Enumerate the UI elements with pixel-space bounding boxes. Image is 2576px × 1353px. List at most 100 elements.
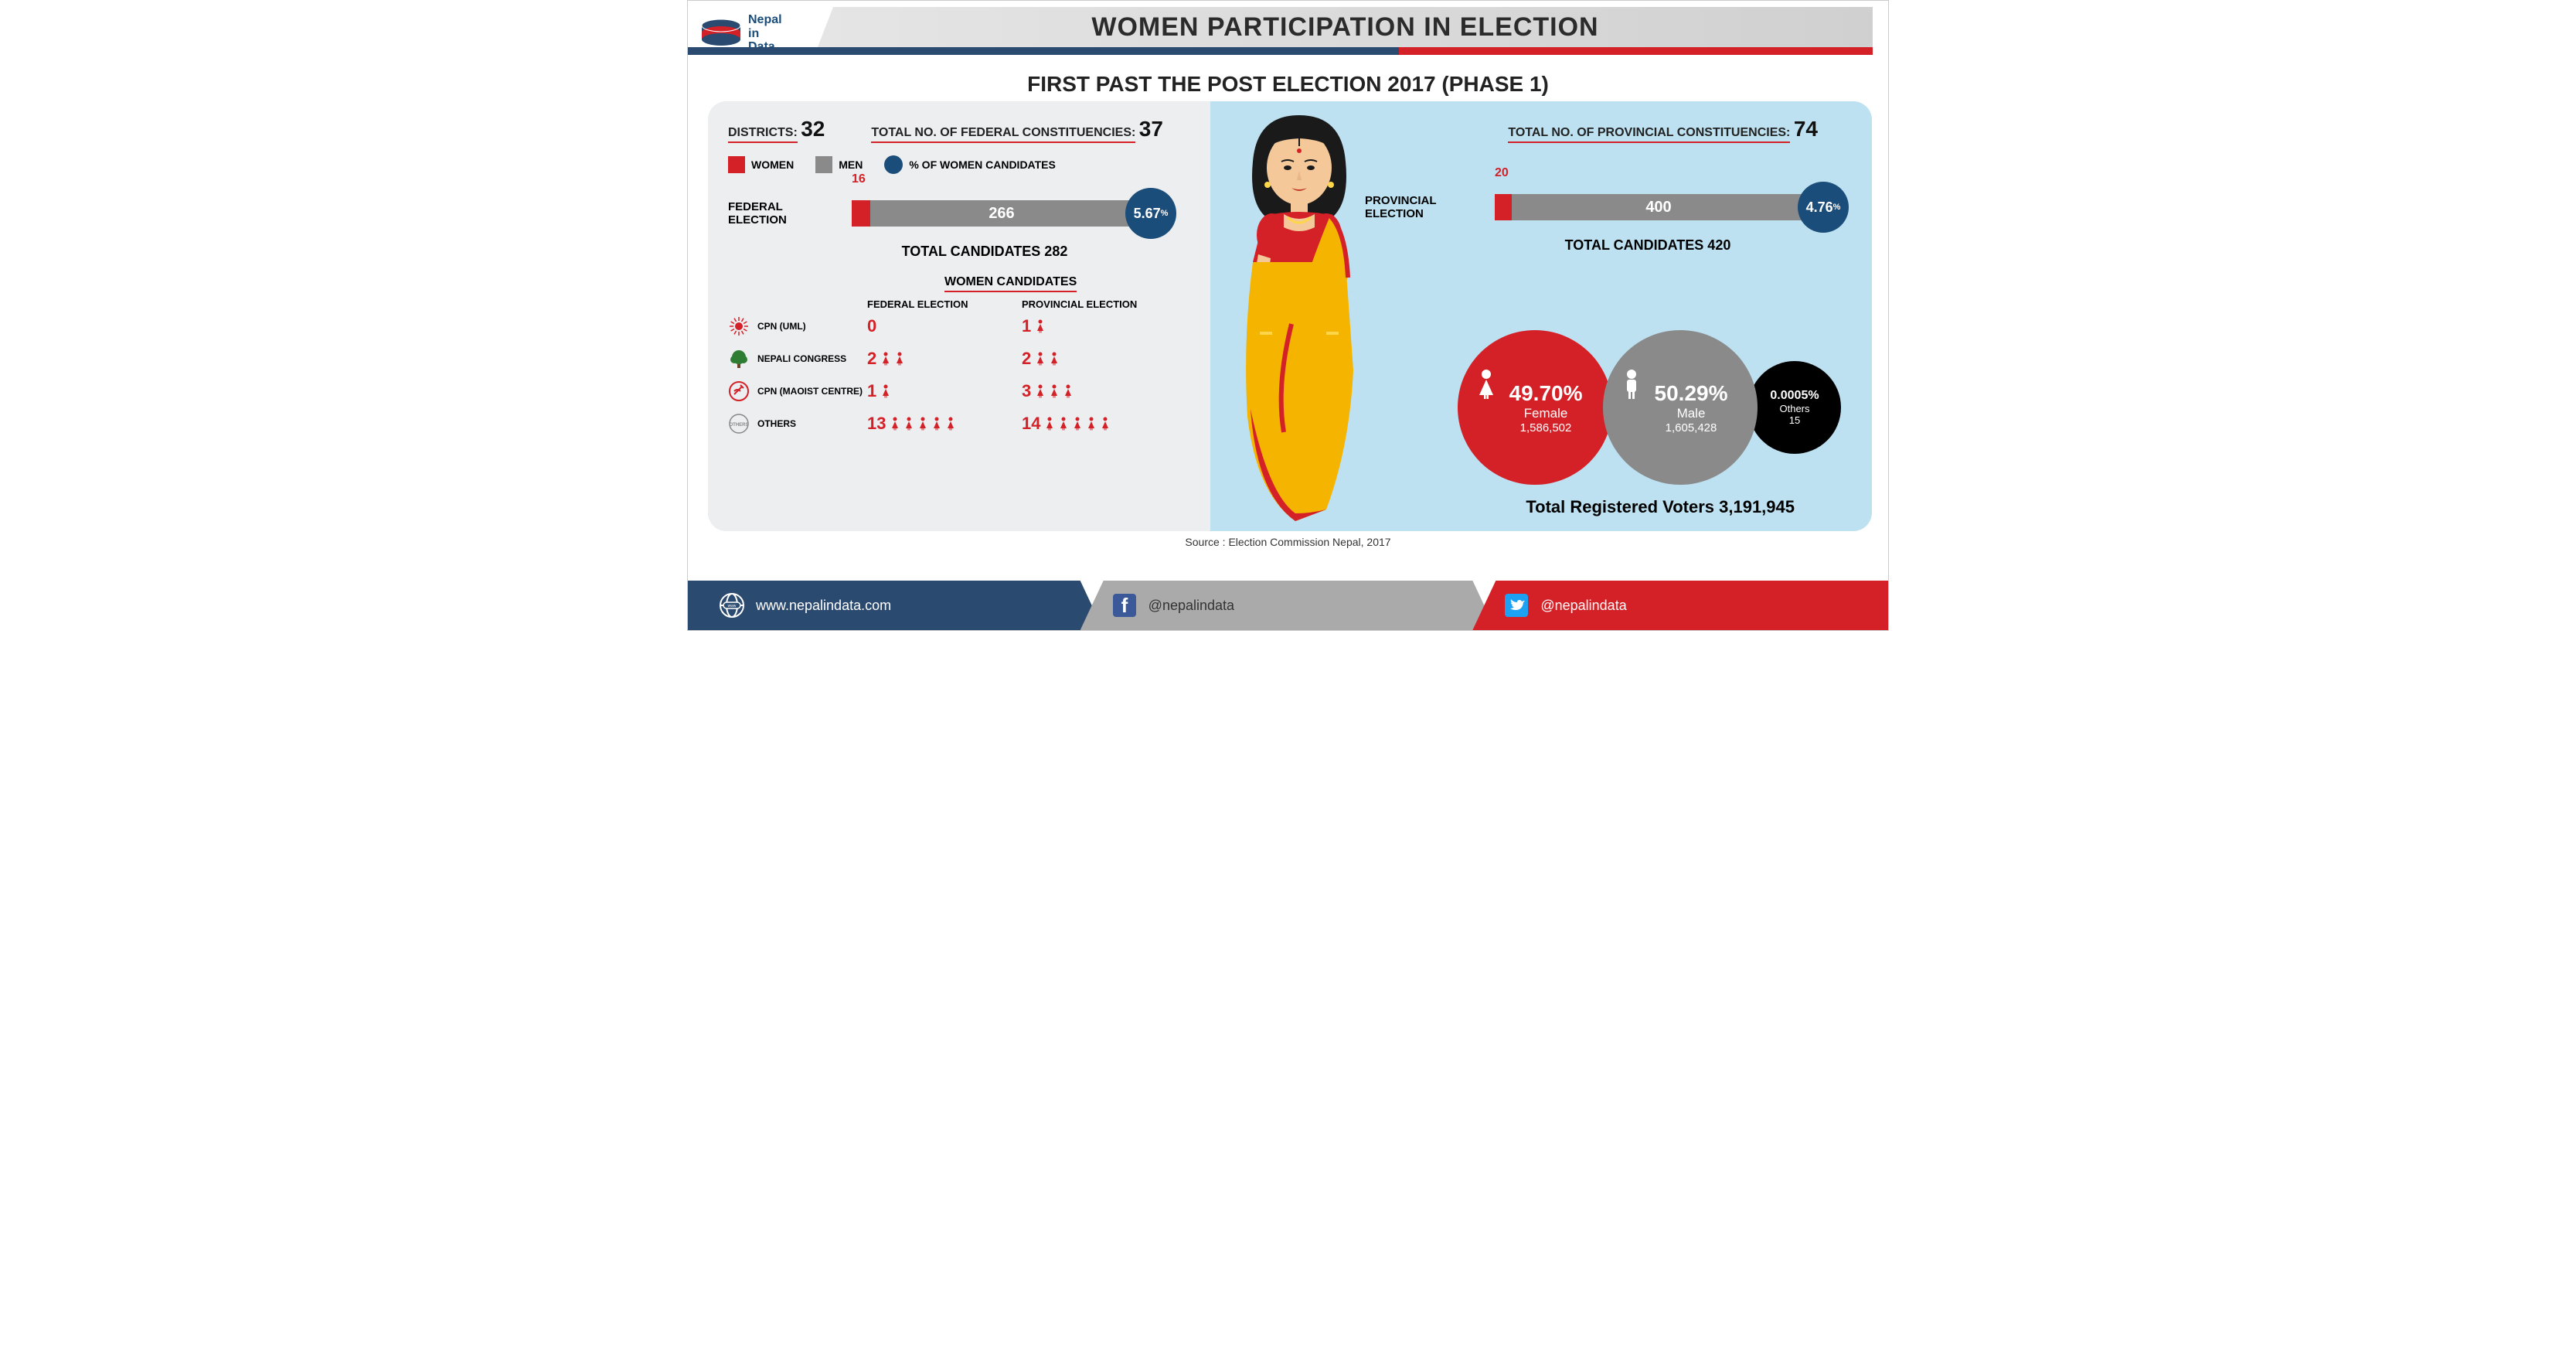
legend-women-swatch [728,156,745,173]
legend-women-label: WOMEN [751,158,794,171]
legend-pct-swatch [884,155,903,174]
provincial-pct-circle: 4.76% [1798,182,1849,233]
party-name: OTHERS [757,418,796,429]
male-label: Male [1655,406,1728,421]
federal-pct-suffix: % [1161,209,1169,218]
others-pct: 0.0005% [1770,389,1819,403]
legend-pct-label: % OF WOMEN CANDIDATES [909,158,1056,171]
wc-fed-value: 0 [867,310,1022,343]
female-count: 1,586,502 [1509,421,1583,435]
party-icon [728,348,750,370]
wc-prov-value: 3 [1022,375,1176,407]
wc-col1-head: FEDERAL ELECTION [867,298,1022,310]
legend: WOMEN MEN % OF WOMEN CANDIDATES [728,155,1190,174]
logo-line2: in [748,27,782,41]
twitter-icon [1503,592,1530,619]
provincial-const-stat: TOTAL NO. OF PROVINCIAL CONSTITUENCIES: … [1365,117,1818,143]
provincial-women-value: 20 [1495,166,1509,180]
wc-prov-value: 2 [1022,343,1176,375]
others-voters-circle: 0.0005% Others 15 [1748,361,1841,454]
federal-const-value: 37 [1139,117,1163,141]
federal-men-seg: 266 [870,200,1133,227]
footer-facebook[interactable]: f @nepalindata [1080,581,1496,630]
legend-men-label: MEN [839,158,863,171]
logo-icon [700,19,742,48]
federal-total-label: TOTAL CANDIDATES 282 [844,244,1125,260]
legend-men-swatch [815,156,832,173]
top-stats-left: DISTRICTS: 32 TOTAL NO. OF FEDERAL CONST… [728,117,1190,143]
page-title: WOMEN PARTICIPATION IN ELECTION [1091,12,1598,43]
male-count: 1,605,428 [1655,421,1728,435]
main-panel: DISTRICTS: 32 TOTAL NO. OF FEDERAL CONST… [708,101,1872,531]
wc-party: OTHERS OTHERS [728,407,867,440]
legend-pct: % OF WOMEN CANDIDATES [884,155,1056,174]
total-voters-label: Total Registered Voters 3,191,945 [1526,497,1795,517]
wc-fed-value: 1 [867,375,1022,407]
infographic-page: Nepal in Data WOMEN PARTICIPATION IN ELE… [687,0,1889,631]
wc-party: CPN (MAOIST CENTRE) [728,375,867,407]
footer: www www.nepalindata.com f @nepalindata @… [688,581,1888,630]
panel-left: DISTRICTS: 32 TOTAL NO. OF FEDERAL CONST… [708,101,1210,531]
svg-text:OTHERS: OTHERS [729,423,748,428]
wc-grid: FEDERAL ELECTION PROVINCIAL ELECTION CPN… [728,298,1190,440]
female-icon [1475,369,1498,400]
male-icon [1620,369,1643,400]
header: Nepal in Data WOMEN PARTICIPATION IN ELE… [688,1,1888,58]
provincial-women-seg [1495,194,1512,220]
provincial-men-seg: 400 [1512,194,1805,220]
footer-fb-handle: @nepalindata [1148,598,1234,614]
male-pct: 50.29% [1655,381,1728,406]
title-bar: WOMEN PARTICIPATION IN ELECTION [818,7,1873,47]
federal-const-label: TOTAL NO. OF FEDERAL CONSTITUENCIES: [871,126,1135,143]
male-voters-circle: 50.29% Male 1,605,428 [1603,330,1758,485]
female-voters-circle: 49.70% Female 1,586,502 [1458,330,1612,485]
female-pct: 49.70% [1509,381,1583,406]
facebook-icon: f [1111,592,1138,619]
districts-stat: DISTRICTS: 32 [728,117,825,143]
federal-bar-wrap: 16 266 5.67% [852,188,1176,239]
party-icon: OTHERS [728,413,750,435]
provincial-const-value: 74 [1794,117,1818,141]
woman-illustration [1210,107,1388,525]
footer-web[interactable]: www www.nepalindata.com [688,581,1104,630]
wc-col2-head: PROVINCIAL ELECTION [1022,298,1176,310]
footer-web-url: www.nepalindata.com [756,598,891,614]
federal-bar-title: FEDERAL ELECTION [728,200,844,227]
provincial-bar-area: PROVINCIAL ELECTION 20 400 4.76% TOTAL C… [1365,182,1849,254]
party-icon [728,315,750,337]
party-icon [728,380,750,402]
voter-circles: 49.70% Female 1,586,502 50.29% Male 1,60… [1458,330,1841,485]
others-count: 15 [1789,414,1800,426]
federal-women-seg [852,200,870,227]
party-name: CPN (UML) [757,321,806,332]
female-label: Female [1509,406,1583,421]
federal-women-value: 16 [852,172,866,186]
wc-prov-value: 1 [1022,310,1176,343]
footer-tw-handle: @nepalindata [1540,598,1626,614]
wc-title: WOMEN CANDIDATES [944,275,1077,292]
logo-line1: Nepal [748,13,782,27]
wc-party: CPN (UML) [728,310,867,343]
svg-text:f: f [1121,594,1128,617]
legend-men: MEN [815,156,863,173]
provincial-bar-row: PROVINCIAL ELECTION 20 400 4.76% [1365,182,1849,233]
footer-twitter[interactable]: @nepalindata [1472,581,1888,630]
header-stripe [688,47,1873,55]
wc-prov-value: 14 [1022,407,1176,440]
globe-icon: www [719,592,745,619]
party-name: CPN (MAOIST CENTRE) [757,386,863,397]
provincial-pct-value: 4.76 [1806,199,1833,216]
provincial-bar-wrap: 20 400 4.76% [1495,182,1849,233]
districts-value: 32 [801,117,825,141]
provincial-const-label: TOTAL NO. OF PROVINCIAL CONSTITUENCIES: [1508,126,1790,143]
others-label: Others [1779,403,1809,414]
legend-women: WOMEN [728,156,794,173]
wc-fed-value: 2 [867,343,1022,375]
provincial-total-label: TOTAL CANDIDATES 420 [1492,237,1803,254]
districts-label: DISTRICTS: [728,126,798,143]
wc-fed-value: 13 [867,407,1022,440]
party-name: NEPALI CONGRESS [757,353,846,364]
subtitle: FIRST PAST THE POST ELECTION 2017 (PHASE… [688,72,1888,97]
federal-pct-circle: 5.67% [1125,188,1176,239]
federal-pct-value: 5.67 [1134,206,1161,222]
